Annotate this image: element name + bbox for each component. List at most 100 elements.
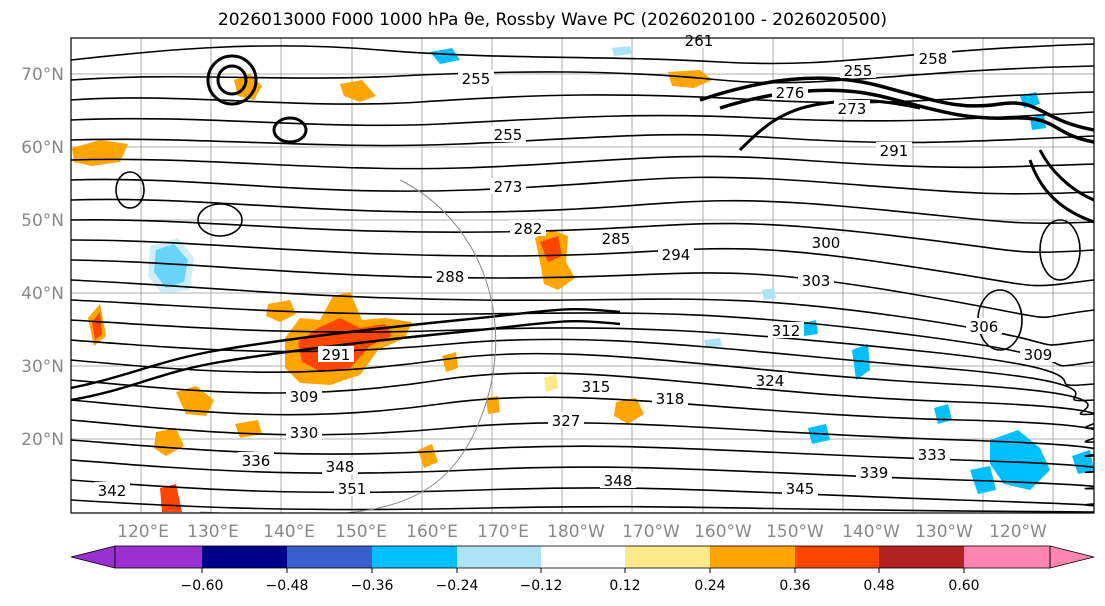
contour-line bbox=[71, 219, 1094, 254]
map-title: 2026013000 F000 1000 hPa θe, Rossby Wave… bbox=[217, 10, 888, 30]
contour-label: 300 bbox=[812, 234, 841, 252]
contour-line bbox=[738, 99, 921, 152]
contour-line bbox=[71, 43, 1094, 65]
anomaly-core-south-china bbox=[92, 312, 102, 340]
colorbar-segment bbox=[964, 546, 1050, 568]
anomaly-positive-pacific-small bbox=[442, 352, 458, 372]
contour-line bbox=[216, 64, 248, 96]
lon-label: 150°W bbox=[766, 522, 824, 542]
anomaly-positive-philippines bbox=[154, 428, 184, 456]
contour-label: 273 bbox=[494, 178, 523, 196]
anomaly-negative-weak-b bbox=[704, 338, 722, 348]
lon-label: 130°E bbox=[187, 522, 239, 542]
contour-line bbox=[71, 279, 1094, 346]
contour-line bbox=[1038, 149, 1094, 202]
colorbar-segment bbox=[625, 546, 710, 568]
contour-label: 336 bbox=[242, 452, 271, 470]
lat-label: 30°N bbox=[21, 357, 64, 377]
contour-label: 309 bbox=[1024, 346, 1053, 364]
contour-label: 291 bbox=[880, 142, 909, 160]
contour-label: 318 bbox=[656, 390, 685, 408]
colorbar-segment bbox=[457, 546, 541, 568]
lon-label: 120°E bbox=[117, 522, 169, 542]
contour-label: 348 bbox=[326, 458, 355, 476]
contour-line bbox=[71, 133, 1094, 147]
anomaly-positive-subtropic-b bbox=[614, 398, 644, 424]
contour-label: 285 bbox=[602, 230, 631, 248]
map-frame bbox=[70, 37, 1095, 514]
contour-label: 261 bbox=[685, 32, 714, 50]
contour-label: 333 bbox=[918, 446, 947, 464]
contour-label: 258 bbox=[919, 50, 948, 68]
colorbar-tick: 0.12 bbox=[609, 578, 640, 594]
lat-label: 50°N bbox=[21, 211, 64, 231]
contour-line bbox=[206, 54, 258, 106]
anomaly-negative-mid-pacific-a bbox=[852, 344, 870, 380]
contour-label: 342 bbox=[98, 482, 127, 500]
anomaly-weak-positive-hawaii bbox=[544, 374, 558, 392]
contour-line bbox=[71, 299, 1094, 367]
colorbar-segment bbox=[541, 546, 625, 568]
colorbar-tick: 0.24 bbox=[694, 578, 725, 594]
colorbar-segment bbox=[115, 546, 202, 568]
contour-line bbox=[71, 352, 1094, 416]
anomaly-positive-nw-pacific bbox=[176, 386, 214, 416]
contour-line bbox=[71, 198, 1094, 224]
contour-line bbox=[115, 171, 145, 209]
lat-label: 60°N bbox=[21, 138, 64, 158]
colorbar-segment bbox=[287, 546, 372, 568]
contour-line bbox=[71, 259, 1094, 319]
colorbar-tick: 0.36 bbox=[779, 578, 810, 594]
contour-line bbox=[272, 116, 308, 144]
colorbar-extend-low bbox=[70, 545, 116, 569]
contour-label: 255 bbox=[494, 126, 523, 144]
anomaly-negative-north-pacific bbox=[430, 48, 460, 64]
lon-label: 150°E bbox=[335, 522, 387, 542]
contour-label: 351 bbox=[338, 480, 367, 498]
contour-label: 288 bbox=[436, 268, 465, 286]
contour-line bbox=[699, 76, 1094, 132]
colorbar-segment bbox=[372, 546, 457, 568]
lat-label: 70°N bbox=[21, 65, 64, 85]
contour-line bbox=[71, 111, 1094, 127]
colorbar-tick: −0.12 bbox=[520, 578, 563, 594]
contour-label: 273 bbox=[838, 100, 867, 118]
contour-line bbox=[71, 155, 1094, 170]
lon-label: 170°E bbox=[477, 522, 529, 542]
contour-label: 291 bbox=[322, 346, 351, 364]
contour-labels: 261 258 255 255 276 273 255 273 282 285 … bbox=[94, 32, 1056, 500]
contour-label: 345 bbox=[786, 480, 815, 498]
contour-label: 324 bbox=[756, 372, 785, 390]
projection-arc bbox=[199, 179, 497, 513]
contour-label: 309 bbox=[290, 388, 319, 406]
contour-label: 330 bbox=[290, 424, 319, 442]
contour-label: 306 bbox=[970, 318, 999, 336]
contour-line bbox=[71, 499, 1094, 513]
colorbar-extend-high bbox=[1049, 545, 1095, 569]
lat-label: 20°N bbox=[21, 430, 64, 450]
contour-line bbox=[71, 319, 1094, 387]
colorbar-tick: −0.24 bbox=[436, 578, 479, 594]
anomaly-negative-weak-c bbox=[762, 288, 776, 300]
lon-label: 180°W bbox=[547, 522, 605, 542]
contour-label: 339 bbox=[860, 464, 889, 482]
anomaly-negative-weak-a bbox=[612, 46, 632, 56]
lon-label: 140°W bbox=[842, 522, 900, 542]
contour-line bbox=[71, 479, 1094, 507]
colorbar: −0.60 −0.48 −0.36 −0.24 −0.12 0.12 0.24 … bbox=[70, 545, 1095, 594]
anomaly-negative-east-pacific-a bbox=[990, 430, 1050, 490]
contour-label: 303 bbox=[802, 272, 831, 290]
lon-label: 130°W bbox=[915, 522, 973, 542]
anomaly-negative-china-edge bbox=[148, 238, 194, 294]
contour-label: 276 bbox=[776, 84, 805, 102]
contour-line bbox=[197, 203, 243, 237]
contour-line bbox=[1039, 219, 1081, 281]
colorbar-tick: 0.60 bbox=[948, 578, 979, 594]
contour-label: 312 bbox=[772, 322, 801, 340]
colorbar-segment bbox=[879, 546, 964, 568]
lon-label: 160°W bbox=[694, 522, 752, 542]
contour-label: 348 bbox=[604, 472, 633, 490]
longitude-labels: 120°E 130°E 140°E 150°E 160°E 170°E 180°… bbox=[117, 522, 1047, 542]
contour-line bbox=[71, 372, 1094, 429]
